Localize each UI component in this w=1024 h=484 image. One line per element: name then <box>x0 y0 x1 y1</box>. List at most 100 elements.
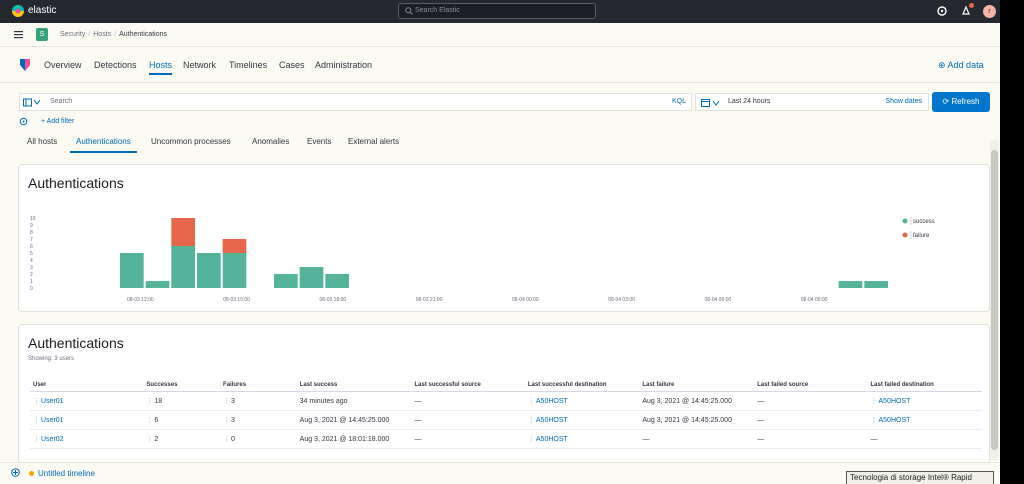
breadcrumb-hosts[interactable]: Hosts <box>93 31 112 38</box>
filter-settings-icon[interactable] <box>19 117 28 126</box>
y-tick-label: 5 <box>30 251 33 257</box>
y-tick-label: 1 <box>30 279 33 285</box>
column-header[interactable]: User <box>30 379 144 392</box>
x-tick-label: 08-04 00:00 <box>512 297 539 303</box>
legend-label-success: success <box>913 219 935 225</box>
column-header[interactable]: Last failed source <box>754 379 868 392</box>
x-tick-label: 08-03 18:00 <box>320 297 347 303</box>
refresh-label: Refresh <box>951 97 980 106</box>
last-success-destination-cell[interactable]: ⋮A50HOST <box>524 429 640 449</box>
last-success-destination-cell[interactable]: ⋮A50HOST <box>524 410 640 430</box>
tab-network[interactable]: Network <box>183 60 217 70</box>
tab-cases[interactable]: Cases <box>279 60 305 70</box>
add-timeline-icon[interactable] <box>11 468 20 477</box>
subtab-authentications[interactable]: Authentications <box>70 137 137 153</box>
authentications-table: User Successes Failures Last success Las… <box>30 379 982 449</box>
page-scrollbar-thumb[interactable] <box>991 150 998 450</box>
menu-icon[interactable] <box>14 30 23 39</box>
user-cell[interactable]: ⋮User01 <box>30 410 144 430</box>
table-row: ⋮User01 ⋮18 ⋮3 34 minutes ago — ⋮A50HOST… <box>30 391 982 411</box>
y-tick-label: 10 <box>30 216 36 222</box>
last-success-source-cell: — <box>411 429 525 449</box>
x-tick-label: 08-04 03:00 <box>608 297 635 303</box>
bar-success <box>197 253 221 288</box>
breadcrumb-current: Authentications <box>119 31 167 38</box>
bar-success <box>120 253 144 288</box>
subtab-all-hosts[interactable]: All hosts <box>27 137 58 146</box>
failures-cell: ⋮3 <box>220 391 297 411</box>
chevron-down-icon[interactable] <box>713 101 719 106</box>
app-window: elastic Search Elastic r S Security / Host… <box>0 0 1000 484</box>
last-failure-cell: — <box>639 429 755 449</box>
space-avatar[interactable]: S <box>36 28 48 41</box>
column-header[interactable]: Last success <box>296 379 412 392</box>
query-bar[interactable]: Search KQL <box>19 93 692 111</box>
show-dates-link[interactable]: Show dates <box>885 98 922 105</box>
failures-cell: ⋮3 <box>220 410 297 430</box>
breadcrumb-security[interactable]: Security <box>60 31 86 38</box>
x-tick-label: 08-04 09:00 <box>801 297 828 303</box>
subtab-anomalies[interactable]: Anomalies <box>252 137 290 146</box>
breadcrumb-bar: S Security / Hosts / Authentications <box>0 23 1000 47</box>
bar-success <box>325 274 349 288</box>
bar-success <box>299 267 324 288</box>
search-icon <box>405 7 413 15</box>
add-filter-button[interactable]: + Add filter <box>41 118 75 125</box>
histogram-panel: Authentications 0 1 2 3 4 5 6 7 8 9 10 08-03 12:00 0… <box>18 164 990 312</box>
user-avatar[interactable]: r <box>983 5 996 18</box>
user-cell[interactable]: ⋮User02 <box>30 429 144 449</box>
x-tick-label: 08-03 12:00 <box>127 297 154 303</box>
tab-detections[interactable]: Detections <box>94 60 137 70</box>
x-tick-label: 08-03 21:00 <box>416 297 443 303</box>
column-header[interactable]: Last failure <box>639 379 755 392</box>
column-header[interactable]: Last successful destination <box>524 379 640 392</box>
add-data-label: Add data <box>947 60 984 70</box>
calendar-icon[interactable] <box>701 98 710 107</box>
tab-timelines[interactable]: Timelines <box>229 60 268 70</box>
kql-toggle[interactable]: KQL <box>671 98 686 105</box>
successes-cell: ⋮6 <box>143 410 221 430</box>
notification-dot <box>969 3 974 8</box>
y-tick-label: 0 <box>30 286 33 292</box>
bar-success <box>145 281 170 288</box>
window-edge <box>1000 0 1024 484</box>
timeline-link[interactable]: Untitled timeline <box>38 469 95 478</box>
x-tick-label: 08-03 15:00 <box>223 297 250 303</box>
user-cell[interactable]: ⋮User01 <box>30 391 144 411</box>
column-header[interactable]: Successes <box>143 379 221 392</box>
subtab-events[interactable]: Events <box>307 137 332 146</box>
subtab-external-alerts[interactable]: External alerts <box>348 137 400 146</box>
refresh-button[interactable]: ⟳ Refresh <box>932 92 990 112</box>
chevron-down-icon[interactable] <box>34 100 40 105</box>
date-picker[interactable]: Last 24 hours Show dates <box>695 93 929 111</box>
bar-success <box>222 253 247 288</box>
failures-cell: ⋮0 <box>220 429 297 449</box>
tab-hosts[interactable]: Hosts <box>149 60 173 75</box>
column-header[interactable]: Failures <box>220 379 297 392</box>
elastic-logo-icon[interactable] <box>12 5 24 17</box>
table-row: ⋮User02 ⋮2 ⋮0 Aug 3, 2021 @ 18:01:18.000… <box>30 429 982 449</box>
last-success-destination-cell[interactable]: ⋮A50HOST <box>524 391 640 411</box>
subtab-uncommon-processes[interactable]: Uncommon processes <box>151 137 231 146</box>
notifications-icon[interactable] <box>960 5 972 17</box>
tab-administration[interactable]: Administration <box>315 60 373 70</box>
last-failed-destination-cell[interactable]: ⋮A50HOST <box>867 410 982 430</box>
y-tick-label: 2 <box>30 272 33 278</box>
showing-count: Showing: 3 users <box>28 356 75 362</box>
column-header[interactable]: Last failed destination <box>867 379 982 392</box>
last-failed-destination-cell: — <box>867 429 982 449</box>
system-tooltip: Tecnologia di storage Intel® Rapid <box>846 471 994 484</box>
query-input[interactable]: Search <box>50 98 73 105</box>
last-failed-destination-cell[interactable]: ⋮A50HOST <box>867 391 982 411</box>
bar-success <box>864 281 888 288</box>
column-header[interactable]: Last successful source <box>411 379 525 392</box>
global-search-input[interactable]: Search Elastic <box>398 3 596 19</box>
global-search-placeholder: Search Elastic <box>415 7 460 14</box>
help-icon[interactable] <box>936 5 948 17</box>
tab-overview[interactable]: Overview <box>44 60 82 70</box>
add-data-button[interactable]: ⊕ Add data <box>938 60 984 70</box>
y-tick-label: 3 <box>30 265 33 271</box>
saved-query-icon[interactable] <box>23 98 32 107</box>
legend-label-failure: failure <box>913 233 930 239</box>
y-tick-label: 7 <box>30 237 33 243</box>
